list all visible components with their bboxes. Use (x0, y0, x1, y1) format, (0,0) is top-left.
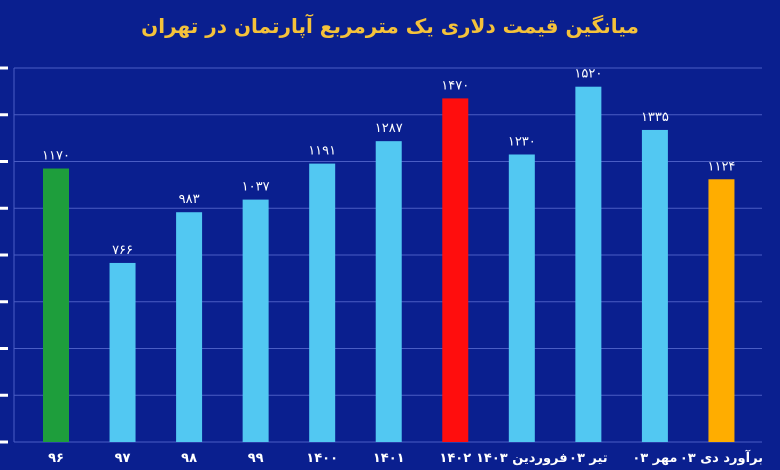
data-label: ۱۰۳۷ (242, 180, 270, 195)
bar (708, 179, 735, 442)
bar (442, 98, 469, 442)
data-label: ۱۲۸۷ (375, 121, 403, 136)
bar (176, 212, 203, 442)
data-label: ۱۴۷۰ (441, 78, 469, 93)
bar (641, 129, 668, 442)
y-tick (0, 300, 8, 304)
y-tick (0, 66, 8, 70)
bar (309, 163, 336, 442)
data-label: ۱۱۷۰ (42, 149, 70, 164)
x-tick-label: فروردین ۱۴۰۳ (476, 451, 568, 466)
data-label: ۱۵۲۰ (574, 67, 602, 82)
bar (109, 262, 136, 442)
y-tick (0, 206, 8, 210)
x-tick-label: ۹۶ (48, 451, 64, 466)
x-tick-label: ۹۷ (115, 451, 131, 466)
y-tick (0, 253, 8, 257)
y-tick (0, 160, 8, 163)
y-tick (0, 393, 8, 397)
data-label: ۷۶۶ (112, 243, 133, 258)
bar (575, 86, 602, 442)
data-label: ۱۱۲۴ (707, 159, 735, 174)
x-tick-label: برآورد دی ۰۳ (680, 449, 763, 466)
y-tick (0, 440, 8, 444)
bar (375, 141, 402, 442)
data-label: ۱۱۹۱ (308, 144, 336, 159)
x-tick-label: ۱۴۰۰ (306, 451, 338, 466)
data-label: ۱۳۳۵ (641, 110, 669, 125)
x-tick-label: ۹۸ (181, 451, 197, 466)
y-tick (0, 113, 8, 117)
x-tick-label: ۱۴۰۲ (439, 451, 471, 466)
x-tick-label: ۱۴۰۱ (373, 451, 405, 466)
data-label: ۱۲۳۰ (508, 134, 536, 149)
x-tick-label: ۹۹ (248, 451, 264, 466)
bar (43, 168, 69, 442)
y-tick (0, 347, 8, 350)
bar (242, 199, 269, 442)
chart-title: میانگین قیمت دلاری یک مترمربع آپارتمان د… (141, 14, 639, 38)
bar (508, 154, 535, 443)
x-tick-label: مهر ۰۳ (632, 451, 677, 466)
data-label: ۹۸۳ (179, 192, 200, 207)
x-tick-label: تیر ۰۳ (569, 451, 608, 466)
